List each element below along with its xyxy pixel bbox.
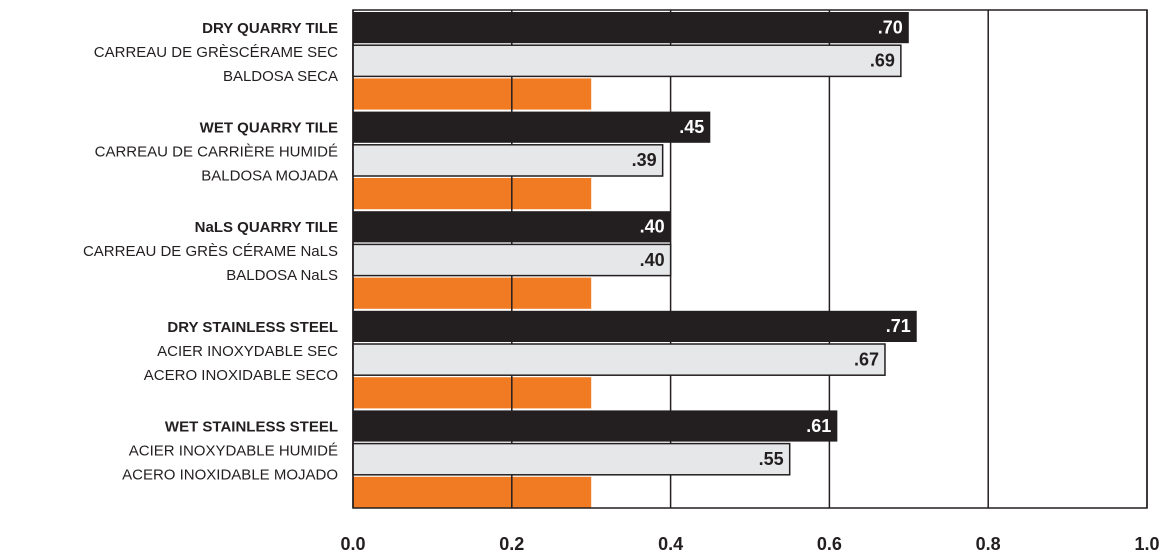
bar (353, 310, 917, 342)
bar (353, 476, 592, 508)
value-label: .45 (679, 117, 704, 137)
category-translation: ACIER INOXYDABLE SEC (157, 343, 338, 360)
category-label: WET QUARRY TILE (200, 120, 338, 137)
value-label: .39 (632, 150, 657, 170)
value-label: .61 (806, 416, 831, 436)
value-label: .67 (854, 349, 879, 369)
x-tick-label: 0.0 (340, 534, 365, 554)
value-label: .40 (640, 250, 665, 270)
bars: .70 .45 .40 .71 .61 .69 .39 .40 .67 .55 (352, 12, 917, 476)
bar (353, 78, 592, 110)
category-translation: BALDOSA NaLS (226, 267, 338, 284)
bar (353, 211, 671, 243)
category-translation: CARREAU DE CARRIÈRE HUMIDÉ (95, 144, 338, 161)
bar (352, 44, 902, 78)
value-label: .70 (878, 17, 903, 37)
bar (352, 442, 791, 476)
bar (352, 243, 672, 277)
category-label: DRY QUARRY TILE (202, 20, 338, 37)
category-translation: BALDOSA MOJADA (201, 168, 338, 185)
category-translation: ACERO INOXIDABLE MOJADO (122, 466, 338, 483)
bar (352, 144, 664, 177)
category-translation: CARREAU DE GRÈS CÉRAME NaLS (83, 243, 338, 260)
x-tick-label: 1.0 (1134, 534, 1159, 554)
category-label: DRY STAINLESS STEEL (167, 319, 338, 336)
bar (353, 111, 711, 143)
x-tick-label: 0.6 (817, 534, 842, 554)
bar (353, 12, 909, 44)
bar (353, 377, 592, 409)
x-tick-label: 0.2 (499, 534, 524, 554)
plot-frame (352, 9, 1148, 509)
x-tick-label: 0.8 (976, 534, 1001, 554)
category-translation: CARREAU DE GRÈSCÉRAME SEC (94, 44, 338, 61)
value-label: .69 (870, 51, 895, 71)
category-translation: ACERO INOXIDABLE SECO (144, 367, 338, 384)
x-tick-label: 0.4 (658, 534, 683, 554)
category-translation: BALDOSA SECA (223, 68, 338, 85)
bar (353, 178, 592, 210)
reference-bars (353, 78, 592, 508)
bar (352, 343, 886, 376)
value-label: .40 (640, 217, 665, 237)
value-label: .71 (886, 316, 911, 336)
value-label: .55 (759, 449, 784, 469)
bar (353, 410, 838, 442)
category-translation: ACIER INOXYDABLE HUMIDÉ (129, 442, 338, 459)
category-label: NaLS QUARRY TILE (195, 219, 338, 236)
category-label: WET STAINLESS STEEL (165, 418, 338, 435)
bar (353, 277, 592, 309)
